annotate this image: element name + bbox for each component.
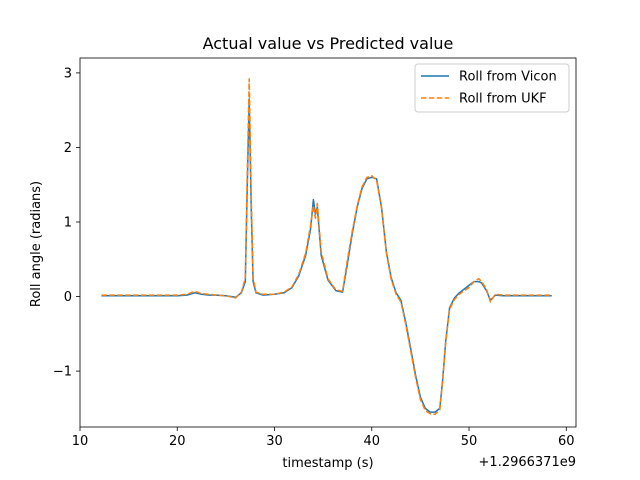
y-tick-label: 0 [64,290,72,305]
legend-box [414,63,570,113]
series-line-ukf [101,78,552,416]
plot-area [101,78,552,416]
x-tick-label: 60 [558,434,575,449]
legend-label: Roll from Vicon [459,70,557,85]
x-tick-label: 20 [169,434,186,449]
y-axis-label: Roll angle (radians) [29,181,44,307]
series-line-vicon [101,98,552,413]
x-offset-label: +1.2966371e9 [479,455,576,470]
y-tick-label: 1 [64,216,72,231]
x-tick-label: 50 [461,434,478,449]
y-tick-label: 2 [64,141,72,156]
chart-title: Actual value vs Predicted value [203,34,454,53]
x-tick-label: 10 [72,434,89,449]
x-tick-label: 30 [266,434,283,449]
legend: Roll from Vicon Roll from UKF [414,63,570,113]
axes: 10 20 30 40 50 60 −1 0 1 2 3 [53,57,577,449]
legend-label: Roll from UKF [459,92,547,107]
axes-frame [79,57,577,428]
x-axis-label: timestamp (s) [282,456,373,471]
y-tick-label: −1 [53,365,72,380]
x-tick-label: 40 [363,434,380,449]
y-tick-label: 3 [64,66,72,81]
